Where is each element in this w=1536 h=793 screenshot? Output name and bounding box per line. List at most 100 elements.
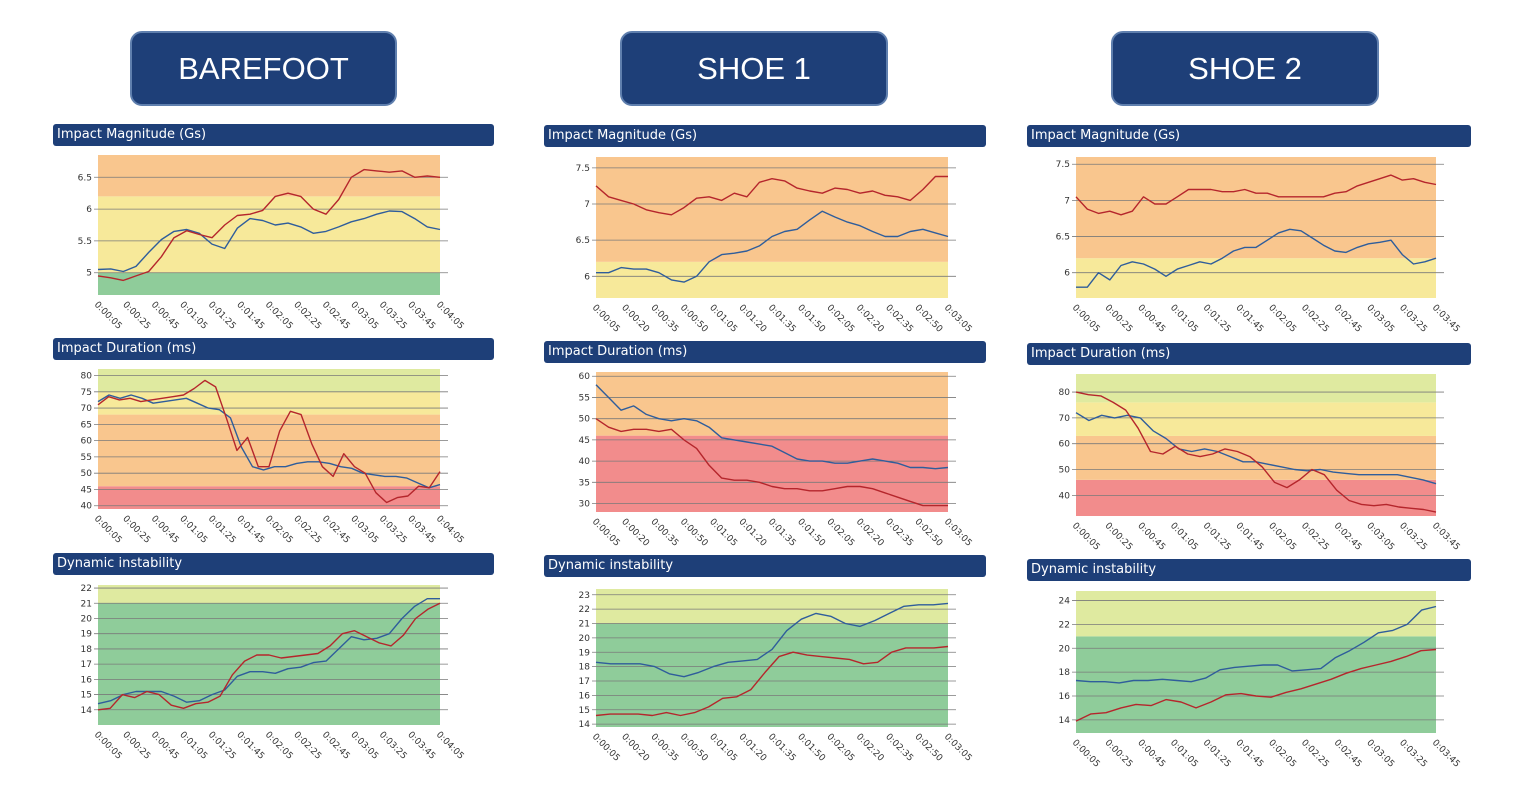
x-tick-label: 0:02:45: [320, 300, 352, 332]
header-barefoot: BAREFOOT: [130, 31, 397, 106]
x-tick-label: 0:00:05: [1070, 303, 1102, 335]
y-tick-label: 60: [579, 372, 591, 382]
x-tick-label: 0:02:45: [1332, 303, 1364, 335]
x-tick-label: 0:03:25: [1397, 738, 1429, 770]
zone-band: [596, 589, 948, 624]
title-shoe2-impact-magnitude: Impact Magnitude (Gs): [1027, 125, 1471, 147]
x-tick-label: 0:03:05: [348, 730, 380, 762]
x-tick-label: 0:02:25: [291, 730, 323, 762]
x-tick-label: 0:03:25: [1397, 521, 1429, 553]
x-tick-label: 0:01:05: [707, 732, 739, 764]
x-tick-label: 0:00:25: [120, 300, 152, 332]
y-tick-label: 15: [579, 706, 590, 716]
x-tick-label: 0:02:50: [913, 732, 945, 764]
x-tick-label: 0:00:05: [590, 732, 622, 764]
zone-band: [1076, 374, 1436, 403]
x-tick-label: 0:03:05: [1364, 303, 1396, 335]
y-tick-label: 22: [579, 605, 590, 615]
x-tick-label: 0:02:25: [1299, 303, 1331, 335]
y-tick-label: 18: [1059, 668, 1071, 678]
series-line-blue: [97, 394, 441, 489]
x-tick-label: 0:00:25: [1103, 303, 1135, 335]
x-tick-label: 0:03:05: [942, 732, 974, 764]
zone-band: [98, 155, 440, 197]
x-tick-label: 0:00:05: [1070, 521, 1102, 553]
x-tick-label: 0:01:25: [206, 730, 238, 762]
x-tick-label: 0:04:05: [434, 730, 466, 762]
x-tick-label: 0:03:25: [377, 730, 409, 762]
x-tick-label: 0:01:45: [1234, 521, 1266, 553]
header-shoe-1: SHOE 1: [620, 31, 888, 106]
title-shoe1-dynamic-instability: Dynamic instability: [544, 555, 986, 577]
y-tick-label: 19: [579, 648, 591, 658]
y-tick-label: 55: [579, 393, 590, 403]
x-tick-label: 0:03:05: [348, 300, 380, 332]
x-tick-label: 0:00:05: [92, 514, 124, 546]
x-tick-label: 0:03:25: [377, 514, 409, 546]
x-tick-label: 0:00:05: [92, 730, 124, 762]
chart-shoe1-impact-duration: 30 35 40 45 50 55 60 0:00:050:00:200:00:350:00:…: [579, 372, 973, 549]
y-tick-label: 80: [81, 372, 93, 382]
series-line-blue: [596, 210, 949, 283]
title-shoe2-impact-duration: Impact Duration (ms): [1027, 343, 1471, 365]
y-tick-label: 30: [579, 500, 591, 510]
y-tick-label: 5: [86, 269, 92, 279]
x-tick-label: 0:00:05: [92, 300, 124, 332]
x-tick-label: 0:00:35: [649, 303, 681, 335]
zone-band: [98, 414, 440, 487]
x-tick-label: 0:01:50: [795, 732, 827, 764]
x-tick-label: 0:02:05: [825, 517, 857, 549]
x-tick-label: 0:02:45: [1332, 521, 1364, 553]
x-tick-label: 0:01:35: [766, 517, 798, 549]
x-tick-label: 0:01:05: [1168, 521, 1200, 553]
y-tick-label: 14: [1059, 716, 1071, 726]
series-line-blue: [1076, 228, 1437, 288]
y-tick-label: 18: [579, 663, 591, 673]
x-tick-label: 0:02:05: [825, 732, 857, 764]
y-tick-label: 17: [81, 660, 92, 670]
series-line-red: [97, 379, 441, 504]
zone-band: [1076, 435, 1436, 480]
y-tick-label: 21: [81, 599, 92, 609]
zone-band: [1076, 636, 1436, 733]
series-line-blue: [97, 598, 440, 705]
y-tick-label: 16: [81, 675, 93, 685]
y-tick-label: 16: [579, 691, 591, 701]
x-tick-label: 0:00:45: [1135, 738, 1167, 770]
x-tick-label: 0:00:25: [120, 730, 152, 762]
x-tick-label: 0:01:05: [177, 514, 209, 546]
y-tick-label: 5.5: [78, 237, 92, 247]
zone-band: [98, 585, 440, 604]
x-tick-label: 0:02:45: [320, 730, 352, 762]
x-tick-label: 0:01:05: [707, 517, 739, 549]
series-line-red: [1075, 648, 1437, 722]
x-tick-label: 0:02:35: [883, 517, 915, 549]
y-tick-label: 20: [81, 614, 93, 624]
chart-shoe1-impact-magnitude: 66.577.50:00:050:00:200:00:350:00:500:01…: [576, 157, 973, 335]
x-tick-label: 0:00:05: [590, 517, 622, 549]
y-tick-label: 50: [81, 469, 93, 479]
x-tick-label: 0:02:25: [1299, 738, 1331, 770]
zone-band: [1076, 591, 1436, 637]
x-tick-label: 0:00:45: [149, 514, 181, 546]
title-shoe1-impact-duration: Impact Duration (ms): [544, 341, 986, 363]
y-tick-label: 7.5: [1056, 160, 1070, 170]
x-tick-label: 0:01:05: [707, 303, 739, 335]
zone-band: [1076, 479, 1436, 516]
series-line-red: [595, 418, 948, 507]
y-tick-label: 7: [1064, 196, 1070, 206]
x-tick-label: 0:01:20: [737, 303, 769, 335]
y-tick-label: 24: [1059, 597, 1071, 607]
zone-band: [596, 157, 948, 262]
y-tick-label: 22: [1059, 620, 1070, 630]
x-tick-label: 0:01:25: [1201, 521, 1233, 553]
x-tick-label: 0:00:45: [1135, 521, 1167, 553]
y-tick-label: 20: [1059, 644, 1071, 654]
series-line-red: [595, 175, 948, 216]
x-tick-label: 0:01:45: [234, 300, 266, 332]
y-tick-label: 6: [584, 272, 590, 282]
x-tick-label: 0:02:05: [263, 730, 295, 762]
y-tick-label: 60: [81, 437, 93, 447]
x-tick-label: 0:00:50: [678, 517, 710, 549]
title-shoe1-impact-magnitude: Impact Magnitude (Gs): [544, 125, 986, 147]
